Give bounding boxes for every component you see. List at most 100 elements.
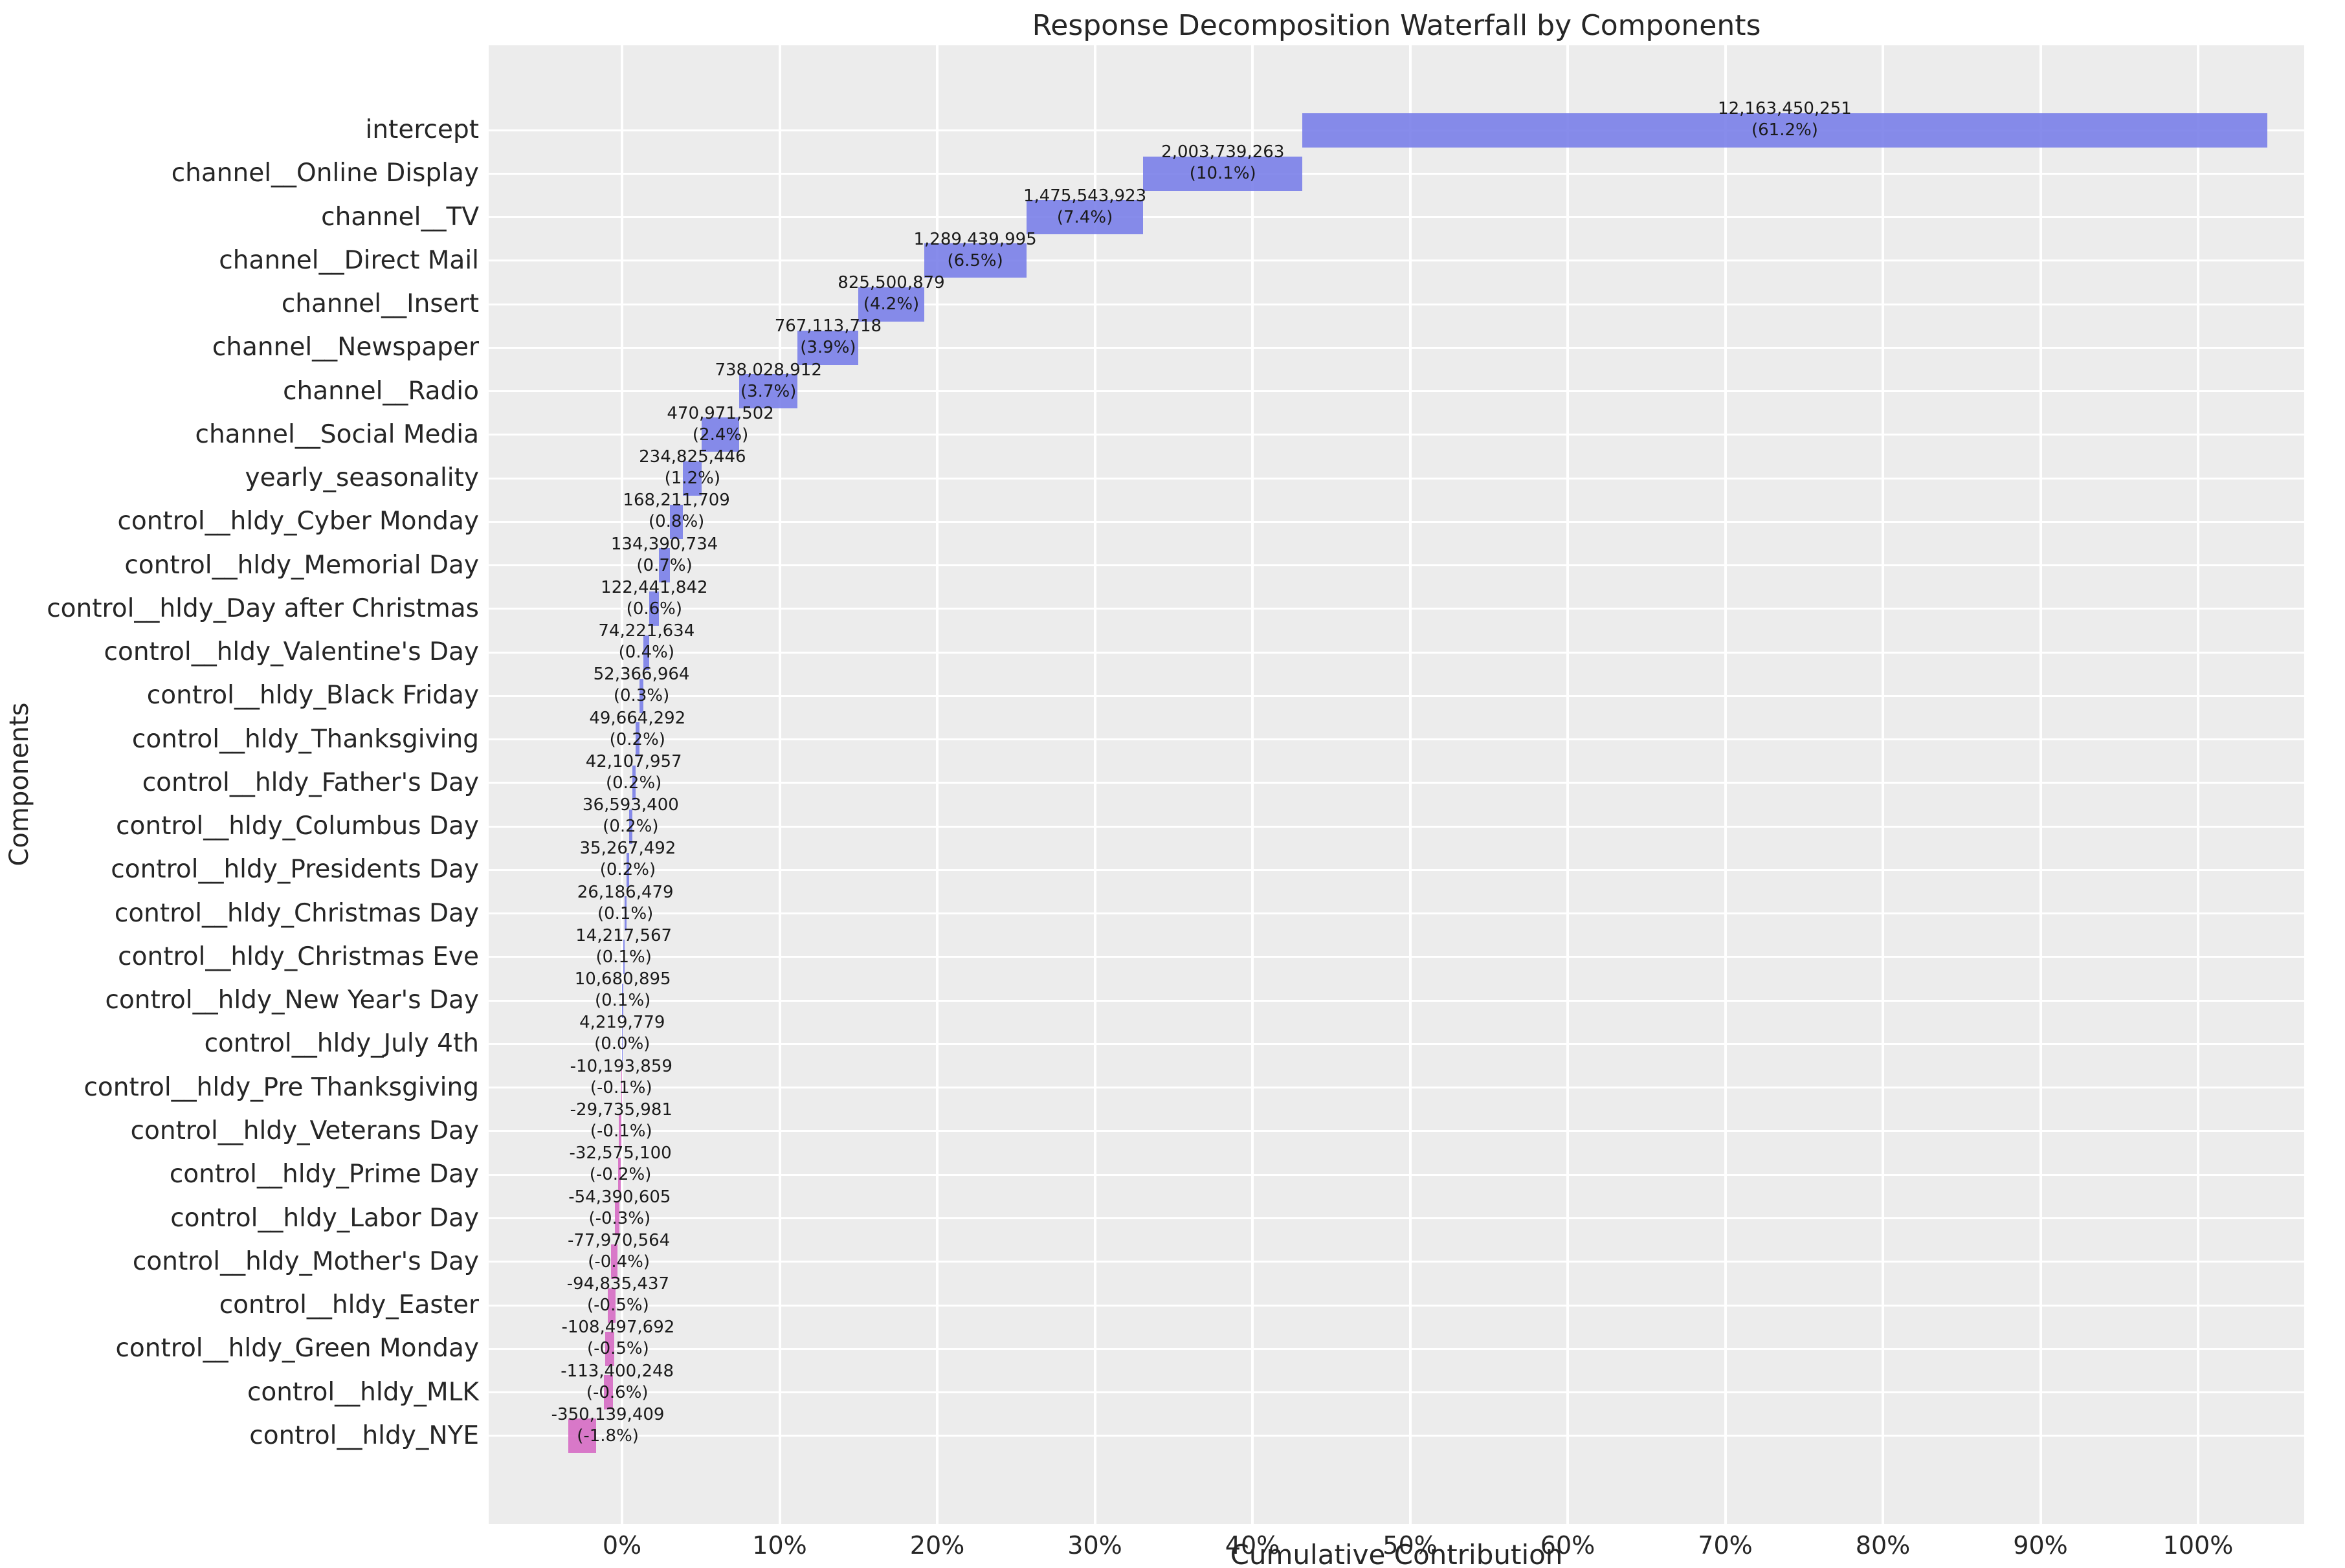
bar-value-label: 1,289,439,995 (6.5%) <box>914 229 1037 272</box>
h-gridline <box>489 1130 2304 1132</box>
bar-value-label: 767,113,718 (3.9%) <box>775 316 882 359</box>
bar-value-label: -77,970,564 (-0.4%) <box>568 1230 670 1273</box>
bar-value: 74,221,634 <box>598 621 695 641</box>
h-gridline <box>489 1304 2304 1307</box>
y-tick-label: control__hldy_Father's Day <box>142 767 479 797</box>
h-gridline <box>489 259 2304 262</box>
waterfall-bar <box>615 1201 619 1235</box>
bar-value-label: 234,825,446 (1.2%) <box>639 447 746 489</box>
x-tick-label: 0% <box>602 1531 642 1560</box>
bar-value: 234,825,446 <box>639 447 746 467</box>
y-tick-label: control__hldy_July 4th <box>204 1029 479 1059</box>
bar-value-label: -10,193,859 (-0.1%) <box>570 1056 672 1099</box>
h-gridline <box>489 216 2304 219</box>
bar-value: 1,475,543,923 <box>1023 186 1147 206</box>
waterfall-bar <box>858 287 924 322</box>
bar-value-label: 52,366,964 (0.3%) <box>594 664 690 707</box>
bar-value: -77,970,564 <box>568 1230 671 1250</box>
h-gridline <box>489 520 2304 523</box>
y-tick-label: channel__Newspaper <box>212 333 479 362</box>
bar-value-label: -350,139,409 (-1.8%) <box>551 1404 665 1447</box>
bar-value-label: 134,390,734 (0.7%) <box>611 534 718 577</box>
v-gridline <box>2039 45 2042 1524</box>
bar-value: -350,139,409 <box>551 1404 665 1424</box>
waterfall-bar <box>669 504 683 539</box>
h-gridline <box>489 651 2304 654</box>
waterfall-bar <box>797 330 859 365</box>
bar-value-label: 470,971,502 (2.4%) <box>667 403 773 446</box>
x-tick-label: 90% <box>2013 1531 2068 1560</box>
bar-value: 10,680,895 <box>574 969 671 989</box>
bar-value-label: 2,003,739,263 (10.1%) <box>1161 142 1284 184</box>
h-gridline <box>489 1087 2304 1089</box>
waterfall-bar <box>924 243 1027 278</box>
h-gridline <box>489 999 2304 1002</box>
bar-percentage: (-0.5%) <box>587 1296 649 1316</box>
waterfall-bar <box>702 417 739 452</box>
y-tick-label: control__hldy_NYE <box>249 1420 479 1450</box>
y-axis-label: Components <box>5 702 34 867</box>
y-tick-label: yearly_seasonality <box>245 463 479 493</box>
bar-value: 134,390,734 <box>610 534 718 554</box>
h-gridline <box>489 1391 2304 1394</box>
x-tick-label: 30% <box>1067 1531 1122 1560</box>
y-tick-label: control__hldy_Day after Christmas <box>47 593 479 623</box>
bar-value-label: 1,475,543,923 (7.4%) <box>1023 186 1146 228</box>
waterfall-bar <box>629 809 632 844</box>
waterfall-bar <box>632 766 636 801</box>
y-tick-label: control__hldy_Christmas Eve <box>118 942 479 971</box>
bar-percentage: (0.2%) <box>605 773 662 793</box>
bar-percentage: (-0.2%) <box>589 1165 652 1185</box>
bar-value: 4,219,779 <box>579 1013 665 1033</box>
bar-percentage: (0.7%) <box>636 555 693 575</box>
h-gridline <box>489 825 2304 828</box>
bar-value-label: 35,267,492 (0.2%) <box>579 838 676 881</box>
y-tick-label: channel__Online Display <box>171 159 479 188</box>
bar-percentage: (0.0%) <box>594 1034 650 1054</box>
bar-value-label: 825,500,879 (4.2%) <box>838 272 944 315</box>
bar-value: 168,211,709 <box>623 491 730 511</box>
y-tick-label: control__hldy_Thanksgiving <box>131 724 479 754</box>
y-tick-label: control__hldy_Presidents Day <box>111 855 479 885</box>
waterfall-bar <box>1026 200 1144 235</box>
v-gridline <box>1566 45 1569 1524</box>
y-tick-label: control__hldy_Mother's Day <box>132 1246 479 1276</box>
v-gridline <box>2197 45 2199 1524</box>
y-tick-label: control__hldy_New Year's Day <box>105 986 479 1015</box>
v-gridline <box>778 45 781 1524</box>
bar-value: 49,664,292 <box>589 708 686 728</box>
bar-percentage: (0.4%) <box>618 643 674 663</box>
h-gridline <box>489 303 2304 305</box>
y-tick-label: channel__Radio <box>283 376 479 406</box>
y-tick-label: control__hldy_Columbus Day <box>116 812 479 841</box>
h-gridline <box>489 1435 2304 1437</box>
bar-value-label: -94,835,437 (-0.5%) <box>567 1274 669 1316</box>
x-tick-label: 40% <box>1225 1531 1280 1560</box>
v-gridline <box>1093 45 1096 1524</box>
bar-percentage: (7.4%) <box>1056 207 1113 227</box>
bar-value: 470,971,502 <box>667 403 774 423</box>
bar-value: 767,113,718 <box>774 316 882 337</box>
bar-value: -32,575,100 <box>569 1143 672 1164</box>
waterfall-bar <box>683 461 702 496</box>
bar-percentage: (61.2%) <box>1751 120 1818 140</box>
bar-percentage: (0.2%) <box>603 817 659 837</box>
waterfall-bar <box>568 1419 597 1453</box>
y-tick-label: intercept <box>365 115 480 144</box>
waterfall-bar <box>639 678 644 713</box>
bar-percentage: (-0.5%) <box>587 1339 649 1359</box>
h-gridline <box>489 1043 2304 1045</box>
h-gridline <box>489 564 2304 567</box>
bar-percentage: (0.2%) <box>609 729 665 749</box>
h-gridline <box>489 1261 2304 1263</box>
waterfall-bar <box>621 1070 622 1105</box>
y-tick-label: control__hldy_Christmas Day <box>114 898 479 928</box>
bar-percentage: (3.7%) <box>740 381 797 401</box>
bar-value: -94,835,437 <box>566 1274 670 1294</box>
bar-percentage: (1.2%) <box>664 469 721 489</box>
bar-value: -54,390,605 <box>568 1187 671 1207</box>
x-tick-label: 80% <box>1855 1531 1911 1560</box>
bar-value: 26,186,479 <box>577 882 674 902</box>
x-axis-label: Cumulative Contribution <box>1230 1539 1563 1568</box>
bar-percentage: (4.2%) <box>863 294 920 315</box>
